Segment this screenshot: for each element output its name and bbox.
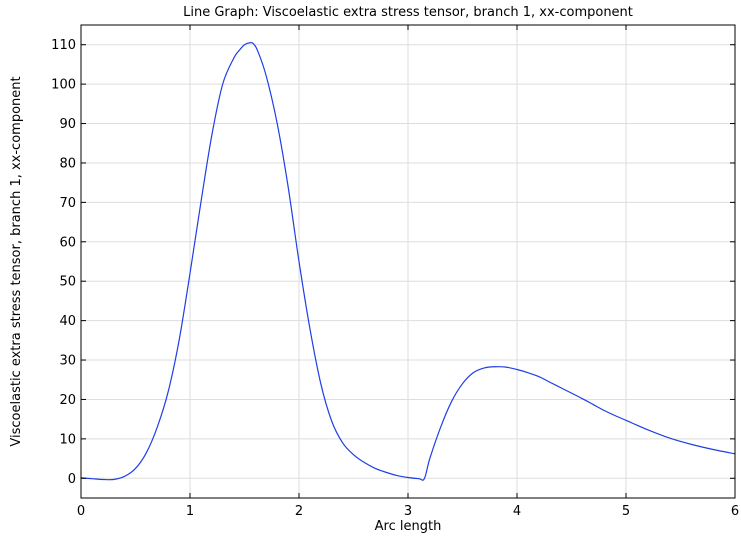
- x-tick-label: 3: [404, 504, 412, 519]
- series-layer: [80, 41, 736, 481]
- y-tick-label: 40: [59, 314, 76, 329]
- x-tick-label: 5: [622, 504, 630, 519]
- series-line: [80, 41, 736, 481]
- x-tick-label: 6: [731, 504, 739, 519]
- y-tick-label: 20: [59, 393, 76, 408]
- x-tick-label: 2: [295, 504, 303, 519]
- y-tick-label: 0: [68, 472, 76, 487]
- y-tick-label: 80: [59, 156, 76, 171]
- y-tick-label: 50: [59, 275, 76, 290]
- y-axis-title: Viscoelastic extra stress tensor, branch…: [9, 76, 24, 446]
- x-tick-label: 0: [77, 504, 85, 519]
- y-tick-label: 110: [51, 38, 76, 53]
- chart-title: Line Graph: Viscoelastic extra stress te…: [183, 5, 633, 20]
- y-tick-label: 60: [59, 235, 76, 250]
- axis-ticks: [80, 25, 736, 498]
- y-tick-label: 100: [51, 78, 76, 93]
- y-tick-label: 30: [59, 354, 76, 369]
- y-tick-label: 10: [59, 432, 76, 447]
- x-tick-label: 4: [513, 504, 521, 519]
- gridlines: [80, 25, 736, 498]
- y-tick-label: 70: [59, 196, 76, 211]
- y-tick-label: 90: [59, 117, 76, 132]
- x-axis-title: Arc length: [375, 519, 442, 534]
- x-tick-label: 1: [186, 504, 194, 519]
